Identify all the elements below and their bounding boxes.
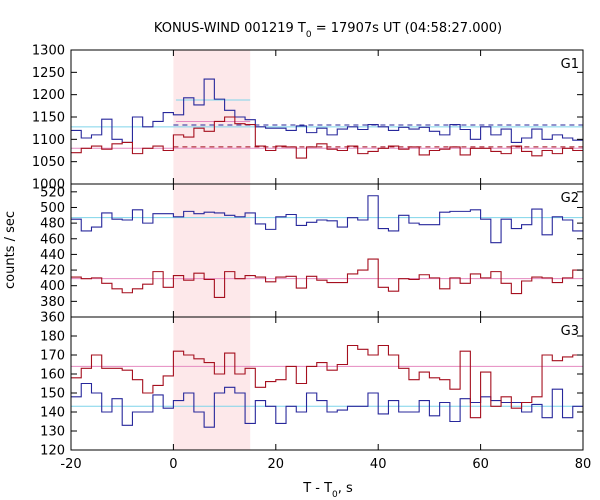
g3-series-blue bbox=[71, 382, 583, 428]
g3-y-tick-label: 180 bbox=[40, 330, 65, 345]
g2-y-tick-label: 520 bbox=[40, 185, 65, 200]
g1-y-tick-label: 1000 bbox=[32, 178, 65, 193]
x-tick-label: -20 bbox=[60, 457, 81, 472]
ticks-layer bbox=[70, 49, 584, 451]
g2-y-tick-label: 420 bbox=[40, 264, 65, 279]
x-axis-title: T - T0, s bbox=[302, 481, 353, 500]
labels-layer: 1000105011001150120012501300G13603804004… bbox=[32, 44, 591, 473]
g2-y-tick-label: 480 bbox=[40, 217, 65, 232]
x-tick-label: 80 bbox=[575, 457, 592, 472]
g2-y-tick-label: 440 bbox=[40, 248, 65, 263]
g1-y-tick-label: 1050 bbox=[32, 155, 65, 170]
g1-y-tick-label: 1100 bbox=[32, 133, 65, 148]
shaded-interval bbox=[173, 50, 251, 450]
x-tick-label: 20 bbox=[268, 457, 285, 472]
x-tick-label: 40 bbox=[370, 457, 387, 472]
g3-y-tick-label: 130 bbox=[40, 425, 65, 440]
y-axis-title: counts / sec bbox=[3, 211, 18, 289]
series-layer bbox=[71, 78, 583, 428]
g1-panel-frame bbox=[70, 49, 584, 185]
g3-panel-label: G3 bbox=[561, 324, 579, 339]
g1-series-red bbox=[71, 116, 583, 159]
g3-y-tick-label: 160 bbox=[40, 368, 65, 383]
g2-y-tick-label: 360 bbox=[40, 311, 65, 326]
chart-title: KONUS-WIND 001219 T0 = 17907s UT (04:58:… bbox=[154, 21, 502, 40]
g2-series-red bbox=[71, 258, 583, 298]
g1-y-tick-label: 1250 bbox=[32, 66, 65, 81]
g1-panel-label: G1 bbox=[561, 57, 579, 72]
g2-panel-frame bbox=[70, 183, 584, 318]
g1-y-tick-label: 1200 bbox=[32, 88, 65, 103]
g1-y-tick-label: 1300 bbox=[32, 44, 65, 59]
g1-y-tick-label: 1150 bbox=[32, 111, 65, 126]
g3-y-tick-label: 150 bbox=[40, 387, 65, 402]
g2-series-blue bbox=[71, 195, 583, 244]
g1-series-blue bbox=[71, 78, 583, 144]
g3-panel-frame bbox=[70, 316, 584, 451]
g2-y-tick-label: 380 bbox=[40, 295, 65, 310]
x-tick-label: 0 bbox=[169, 457, 177, 472]
shaded-interval-layer bbox=[173, 50, 251, 450]
g2-y-tick-label: 460 bbox=[40, 232, 65, 247]
g3-y-tick-label: 120 bbox=[40, 444, 65, 459]
g2-y-tick-label: 500 bbox=[40, 201, 65, 216]
g2-panel-label: G2 bbox=[561, 191, 579, 206]
x-tick-label: 60 bbox=[472, 457, 489, 472]
g2-y-tick-label: 400 bbox=[40, 279, 65, 294]
g3-y-tick-label: 170 bbox=[40, 349, 65, 364]
panel-frames-layer bbox=[70, 49, 584, 451]
g3-y-tick-label: 140 bbox=[40, 406, 65, 421]
g3-series-red bbox=[71, 344, 583, 419]
